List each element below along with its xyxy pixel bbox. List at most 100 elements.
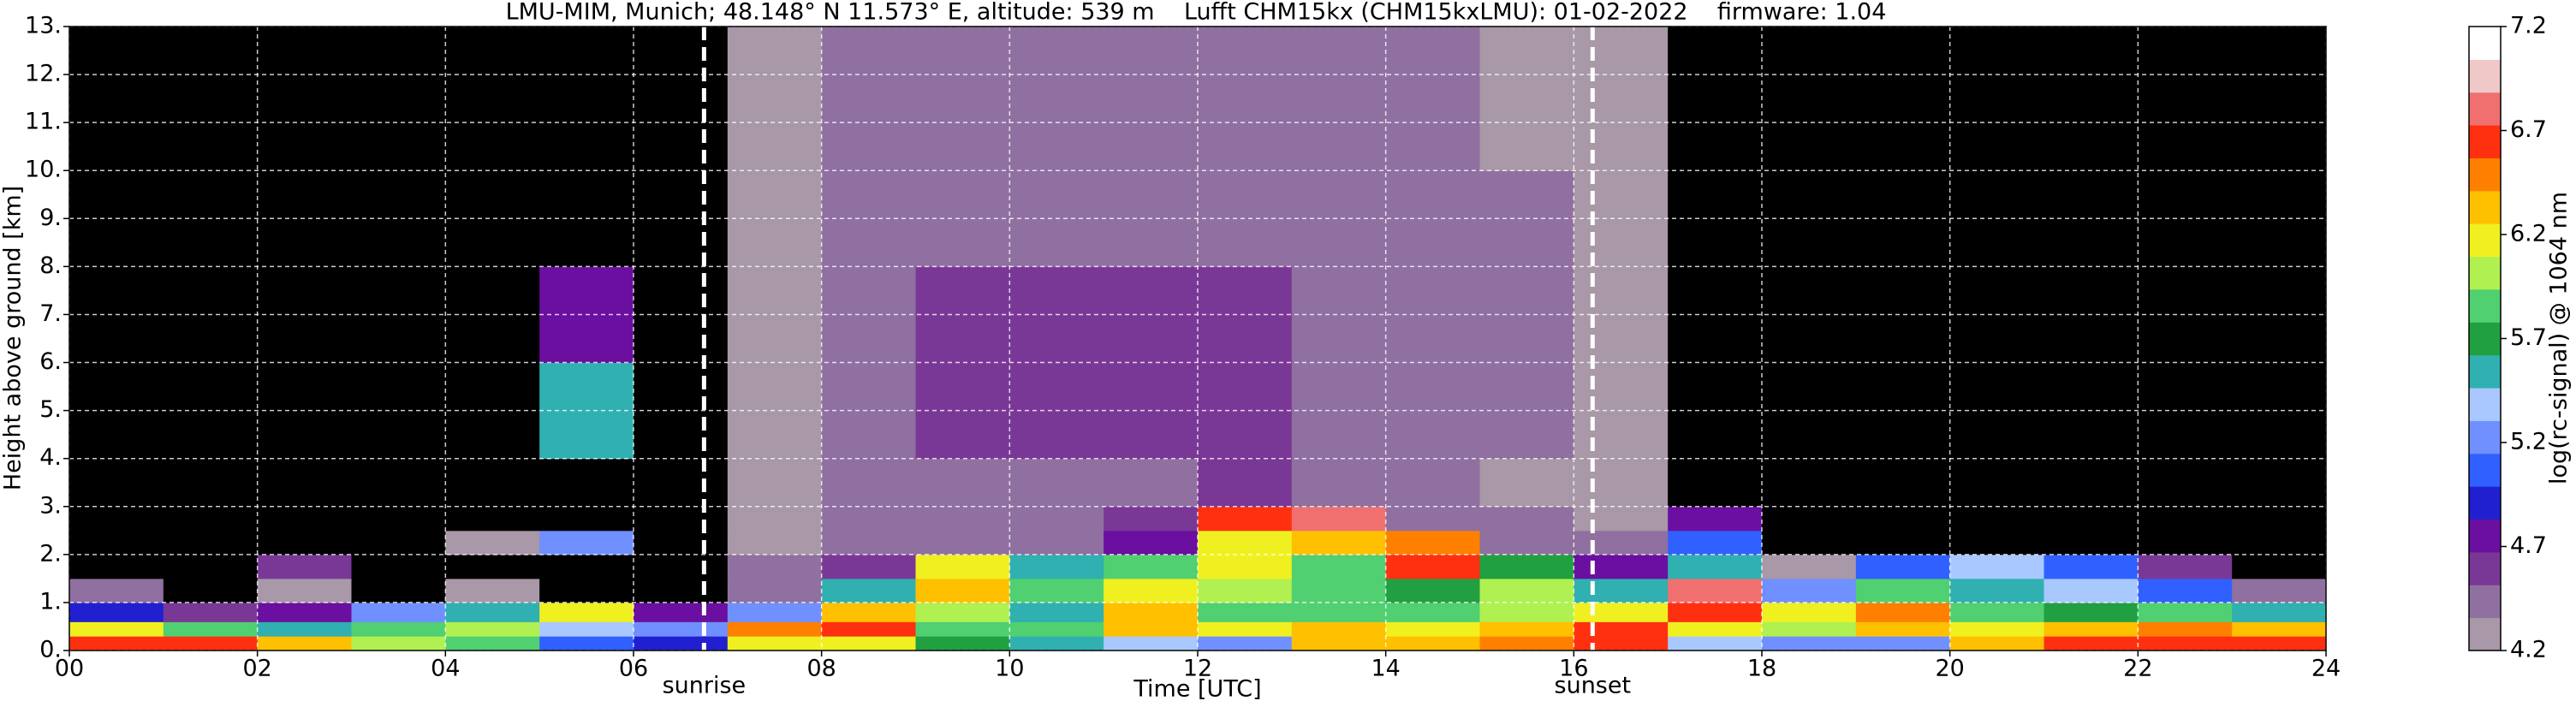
heat-cell xyxy=(1385,621,1480,637)
colorbar-tick-label: 5.7 xyxy=(2510,324,2547,351)
heat-cell xyxy=(1949,458,2044,508)
annotation-label: sunrise xyxy=(663,673,747,699)
colorbar-tick-label: 6.7 xyxy=(2510,116,2547,143)
y-tick-label: 5. xyxy=(39,396,62,423)
heat-cell xyxy=(1949,506,2044,532)
heat-cell xyxy=(2044,458,2139,508)
heat-cell xyxy=(257,602,352,622)
heat-cell xyxy=(634,530,729,556)
heat-cell xyxy=(1855,458,1951,508)
y-tick-label: 8. xyxy=(39,253,62,279)
heat-cell xyxy=(1198,27,1293,171)
colorbar-swatch xyxy=(2469,486,2501,520)
y-tick-label: 10. xyxy=(25,157,62,183)
heat-cell xyxy=(634,554,729,579)
heat-cell xyxy=(1855,602,1951,622)
heat-cell xyxy=(1198,621,1293,637)
heat-cell xyxy=(1291,621,1387,637)
y-tick-label: 2. xyxy=(39,540,62,567)
heat-cell xyxy=(257,621,352,637)
heat-cell xyxy=(1762,266,1857,364)
colorbar-tick-label: 4.2 xyxy=(2510,637,2547,663)
heat-cell xyxy=(1479,602,1574,622)
heat-cell xyxy=(1291,458,1387,508)
heat-cell xyxy=(1009,554,1104,579)
heat-cell xyxy=(2232,27,2327,171)
heat-cell xyxy=(2044,530,2139,556)
heat-cell xyxy=(69,621,164,637)
heat-cell xyxy=(1385,506,1480,532)
heat-cell xyxy=(1198,530,1293,556)
heat-cell xyxy=(2232,458,2327,508)
x-tick-label: 12 xyxy=(1183,656,1212,682)
heat-cell xyxy=(1198,636,1293,651)
heat-cell xyxy=(727,506,823,532)
heat-cell xyxy=(1385,530,1480,556)
heat-cell xyxy=(351,530,446,556)
heat-cell xyxy=(445,506,540,532)
heat-cell xyxy=(2232,621,2327,637)
heat-cell xyxy=(1291,636,1387,651)
heat-cell xyxy=(69,578,164,603)
heat-cell xyxy=(445,602,540,622)
heat-cell xyxy=(163,636,259,651)
heat-cell xyxy=(915,602,1010,622)
heat-cell xyxy=(351,266,446,364)
heat-cell xyxy=(1104,458,1199,508)
x-tick-label: 18 xyxy=(1747,656,1776,682)
heat-cell xyxy=(2232,530,2327,556)
heat-cell xyxy=(727,458,823,508)
heat-cell xyxy=(1104,578,1199,603)
heat-cell xyxy=(163,530,259,556)
heat-cell xyxy=(351,554,446,579)
heat-cell xyxy=(1198,554,1293,579)
heat-cell xyxy=(915,636,1010,651)
y-axis-label: Height above ground [km] xyxy=(0,186,27,490)
heat-cell xyxy=(163,602,259,622)
heat-cell xyxy=(351,602,446,622)
y-tick-label: 4. xyxy=(39,444,62,471)
heat-cell xyxy=(2138,636,2233,651)
heat-cell xyxy=(351,636,446,651)
heat-cell xyxy=(821,578,916,603)
heat-cell xyxy=(2044,636,2139,651)
y-tick-label: 1. xyxy=(39,588,62,615)
heat-cell xyxy=(2044,506,2139,532)
heat-cell xyxy=(2044,27,2139,171)
heat-cell xyxy=(1762,458,1857,508)
colorbar-tick-label: 4.7 xyxy=(2510,532,2547,559)
heat-cell xyxy=(1385,554,1480,579)
heat-cell xyxy=(1479,621,1574,637)
heat-cell xyxy=(1009,636,1104,651)
heat-cell xyxy=(2138,554,2233,579)
heat-cell xyxy=(821,458,916,508)
heat-cell xyxy=(1574,578,1669,603)
heat-cell xyxy=(634,602,729,622)
heat-cell xyxy=(1762,636,1857,651)
heat-cell xyxy=(1009,578,1104,603)
x-tick-label: 10 xyxy=(995,656,1024,682)
heat-cell xyxy=(69,458,164,508)
x-tick-label: 22 xyxy=(2123,656,2152,682)
x-tick-label: 24 xyxy=(2311,656,2341,682)
colorbar-tick-label: 7.2 xyxy=(2510,13,2547,39)
heat-cell xyxy=(2138,578,2233,603)
heat-cell xyxy=(1104,554,1199,579)
heat-cell xyxy=(727,578,823,603)
heat-cell xyxy=(821,506,916,532)
heat-cell xyxy=(1949,621,2044,637)
heat-cell xyxy=(634,27,729,171)
heat-cell xyxy=(915,506,1010,532)
plot-frame xyxy=(68,26,2327,651)
heat-cell xyxy=(1949,602,2044,622)
heat-cell xyxy=(1291,362,1387,460)
colorbar-swatch xyxy=(2469,322,2501,356)
heat-cell xyxy=(2044,578,2139,603)
heat-cell xyxy=(1009,602,1104,622)
y-tick-label: 11. xyxy=(25,109,62,135)
x-tick-label: 02 xyxy=(242,656,271,682)
colorbar-swatch xyxy=(2469,157,2501,192)
heat-cell xyxy=(1198,578,1293,603)
heat-cell xyxy=(634,621,729,637)
x-tick-label: 20 xyxy=(1935,656,1964,682)
